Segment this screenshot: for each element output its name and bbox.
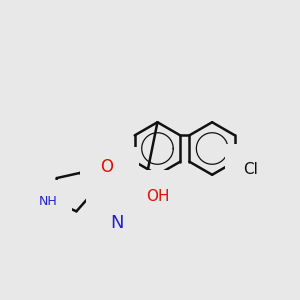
Text: Cl: Cl [244,162,258,177]
Text: O: O [100,158,113,176]
Text: N: N [110,214,124,232]
Text: O: O [106,167,119,185]
Text: NH: NH [39,195,57,208]
Text: OH: OH [146,189,169,204]
